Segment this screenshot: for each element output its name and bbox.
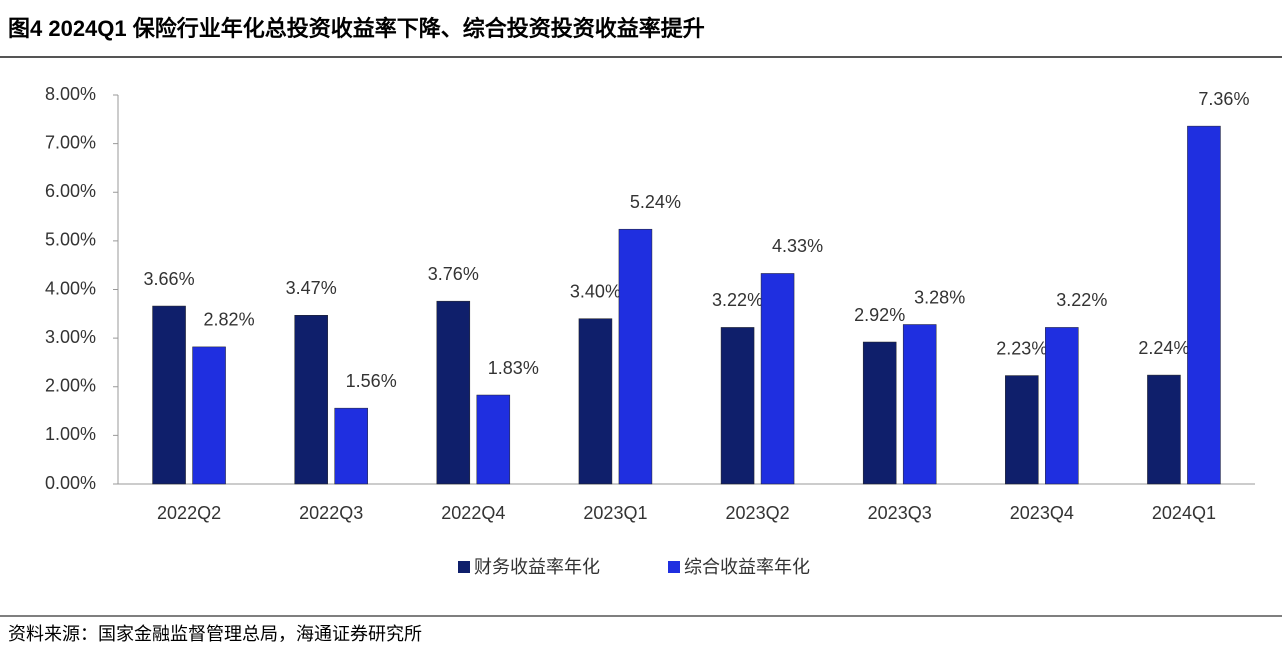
y-tick-label: 2.00% <box>45 376 96 396</box>
bar <box>192 346 226 485</box>
value-label: 2.24% <box>1138 338 1189 358</box>
value-label: 2.92% <box>854 305 905 325</box>
bar <box>578 318 613 485</box>
value-label: 3.22% <box>712 290 763 310</box>
y-tick-label: 3.00% <box>45 327 96 347</box>
bar <box>294 315 328 485</box>
y-tick-label: 8.00% <box>45 84 96 104</box>
legend-label: 综合收益率年化 <box>684 557 810 577</box>
value-label: 2.82% <box>204 310 255 330</box>
x-tick-label: 2022Q2 <box>157 503 221 523</box>
value-label: 1.83% <box>488 358 539 378</box>
bar <box>720 327 755 485</box>
y-tick-label: 1.00% <box>45 424 96 444</box>
x-tick-label: 2023Q4 <box>1010 503 1074 523</box>
value-label: 5.24% <box>630 192 681 212</box>
bar <box>1005 375 1039 485</box>
y-tick-label: 4.00% <box>45 278 96 298</box>
bar <box>436 300 471 485</box>
x-tick-label: 2022Q3 <box>299 503 363 523</box>
value-label: 3.22% <box>1056 290 1107 310</box>
legend-label: 财务收益率年化 <box>474 557 600 577</box>
bar <box>334 407 368 485</box>
x-tick-label: 2022Q4 <box>441 503 505 523</box>
bar <box>152 305 186 485</box>
value-label: 2.23% <box>996 338 1047 358</box>
value-label: 3.40% <box>570 281 621 301</box>
y-tick-label: 6.00% <box>45 181 96 201</box>
bar <box>902 324 937 485</box>
x-tick-label: 2023Q3 <box>868 503 932 523</box>
value-label: 3.47% <box>286 278 337 298</box>
legend-swatch <box>458 561 470 573</box>
bar <box>760 273 795 485</box>
bar <box>476 394 511 485</box>
x-tick-label: 2023Q2 <box>726 503 790 523</box>
value-label: 1.56% <box>346 371 397 391</box>
bar <box>862 341 897 485</box>
bar <box>618 228 653 485</box>
source: 资料来源：国家金融监督管理总局，海通证券研究所 <box>8 624 422 644</box>
y-tick-label: 7.00% <box>45 132 96 152</box>
x-tick-label: 2023Q1 <box>583 503 647 523</box>
bar <box>1187 125 1221 485</box>
bar <box>1045 327 1079 485</box>
y-tick-label: 5.00% <box>45 230 96 250</box>
bar <box>1147 374 1181 485</box>
value-label: 3.28% <box>914 287 965 307</box>
value-label: 4.33% <box>772 236 823 256</box>
value-label: 3.76% <box>428 264 479 284</box>
legend-swatch <box>668 561 680 573</box>
chart-title: 图4 2024Q1 保险行业年化总投资收益率下降、综合投资投资收益率提升 <box>8 16 705 41</box>
value-label: 3.66% <box>144 269 195 289</box>
x-tick-label: 2024Q1 <box>1152 503 1216 523</box>
value-label: 7.36% <box>1198 89 1249 109</box>
y-tick-label: 0.00% <box>45 473 96 493</box>
